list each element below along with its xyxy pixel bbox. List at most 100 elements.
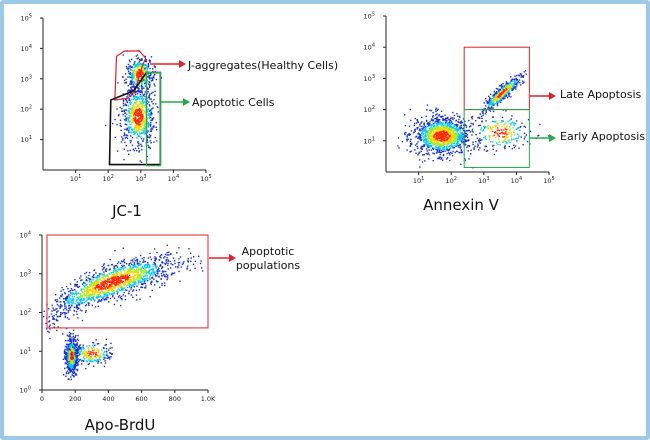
- data-point: [73, 343, 76, 346]
- data-point: [439, 145, 442, 147]
- data-point: [129, 112, 131, 115]
- data-point: [122, 114, 124, 116]
- data-point: [497, 88, 499, 90]
- data-point: [134, 95, 136, 98]
- data-point: [504, 97, 506, 99]
- data-point: [447, 116, 449, 119]
- data-point: [444, 124, 446, 126]
- data-point: [90, 279, 92, 281]
- data-point: [407, 138, 409, 140]
- data-point: [79, 352, 81, 355]
- data-point: [119, 119, 122, 121]
- data-point: [452, 155, 454, 157]
- data-point: [417, 136, 419, 138]
- data-point: [140, 95, 142, 98]
- data-point: [123, 277, 125, 280]
- data-point: [165, 262, 168, 264]
- data-point: [145, 59, 148, 61]
- data-point: [75, 306, 78, 308]
- y-tick-exponent: 3: [372, 74, 375, 80]
- data-point: [133, 117, 135, 120]
- data-point: [83, 353, 85, 355]
- data-point: [114, 283, 116, 285]
- data-point: [133, 262, 136, 264]
- data-point: [78, 361, 80, 363]
- data-point: [75, 340, 77, 342]
- data-point: [80, 300, 82, 303]
- data-point: [79, 348, 81, 350]
- data-point: [475, 134, 477, 136]
- data-point: [144, 131, 146, 134]
- data-point: [68, 347, 71, 349]
- data-point: [127, 63, 130, 66]
- data-point: [147, 66, 149, 68]
- data-point: [61, 294, 63, 296]
- x-tick-exponent: 5: [209, 174, 212, 180]
- data-point: [67, 358, 69, 360]
- data-point: [461, 151, 463, 153]
- data-point: [122, 99, 125, 101]
- data-point: [405, 131, 407, 134]
- data-point: [71, 351, 74, 354]
- data-point: [85, 296, 88, 299]
- data-point: [153, 141, 155, 143]
- data-point: [140, 277, 143, 279]
- data-point: [515, 123, 517, 125]
- data-point: [505, 86, 507, 88]
- data-point: [521, 122, 523, 124]
- data-point: [137, 112, 139, 115]
- data-point: [440, 140, 442, 142]
- data-point: [142, 105, 144, 107]
- data-point: [143, 71, 146, 73]
- data-point: [439, 121, 441, 124]
- data-point: [513, 79, 516, 81]
- data-point: [163, 273, 165, 276]
- data-point: [127, 110, 129, 112]
- data-point: [431, 137, 434, 139]
- data-point: [458, 127, 460, 130]
- data-point: [72, 329, 75, 331]
- data-point: [518, 79, 521, 81]
- data-point: [509, 128, 511, 131]
- data-point: [425, 148, 428, 150]
- data-point: [127, 90, 129, 92]
- data-point: [115, 274, 117, 277]
- data-point: [522, 144, 524, 146]
- data-point: [66, 317, 69, 319]
- data-point: [78, 293, 80, 295]
- data-point: [143, 104, 146, 107]
- data-point: [471, 130, 473, 132]
- data-point: [498, 96, 500, 98]
- data-point: [443, 139, 445, 142]
- data-point: [139, 103, 141, 106]
- data-point: [85, 276, 88, 278]
- data-point: [134, 66, 137, 68]
- data-point: [428, 154, 430, 156]
- x-tick-label: 104: [511, 176, 522, 185]
- data-point: [137, 140, 139, 143]
- data-point: [145, 119, 147, 122]
- data-point: [66, 334, 69, 336]
- data-point: [72, 364, 75, 366]
- data-point: [144, 85, 147, 87]
- data-point: [148, 116, 151, 118]
- data-point: [135, 106, 138, 108]
- data-point: [517, 74, 520, 76]
- y-tick-exponent: 2: [29, 105, 32, 111]
- data-point: [141, 277, 144, 280]
- data-point: [142, 275, 144, 277]
- data-point: [105, 269, 107, 271]
- data-point: [144, 123, 146, 125]
- data-point: [430, 141, 432, 144]
- data-point: [139, 124, 141, 126]
- data-point: [466, 136, 469, 139]
- data-point: [475, 141, 477, 143]
- data-point: [83, 282, 86, 285]
- data-point: [182, 262, 184, 264]
- data-point: [494, 97, 496, 100]
- data-point: [135, 100, 138, 102]
- data-point: [143, 125, 145, 127]
- data-point: [426, 104, 429, 106]
- data-point: [173, 272, 176, 274]
- data-point: [69, 365, 71, 367]
